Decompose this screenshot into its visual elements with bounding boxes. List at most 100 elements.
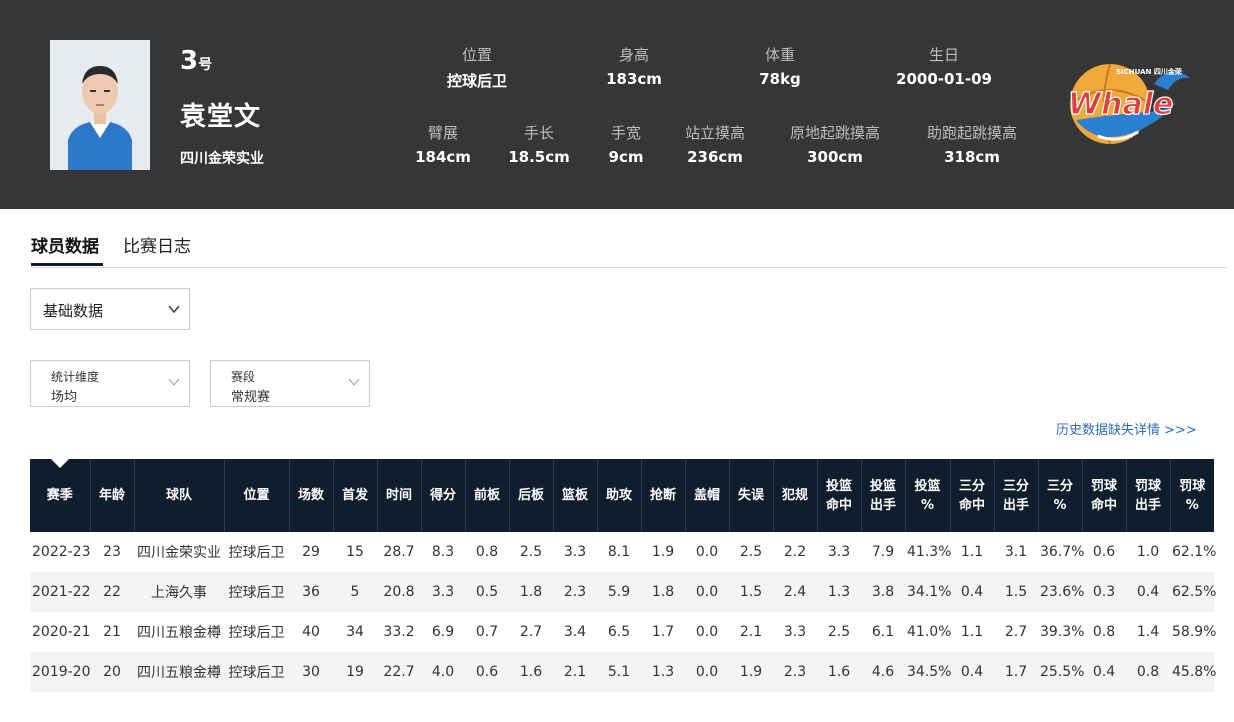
column-header[interactable]: 罚球%	[1170, 459, 1214, 532]
column-header[interactable]: 年龄	[90, 459, 135, 532]
table-cell: 3.3	[421, 572, 465, 612]
stat-standing-reach: 站立摸高 236cm	[684, 124, 746, 166]
history-data-link[interactable]: 历史数据缺失详情 >>>	[1056, 423, 1197, 438]
table-cell: 0.0	[685, 652, 729, 692]
table-cell: 8.1	[607, 544, 631, 560]
table-cell: 3.3	[783, 624, 807, 640]
table-cell: 控球后卫	[228, 545, 285, 561]
table-cell: 2.2	[783, 544, 807, 560]
filter-label: 统计维度	[51, 370, 100, 384]
table-cell: 45.8%	[1170, 652, 1216, 692]
table-cell: 1.8	[509, 572, 553, 612]
table-cell: 0.0	[695, 544, 719, 560]
column-header[interactable]: 抢断	[641, 459, 686, 532]
filter-season-stage[interactable]: 赛段 常规赛	[210, 360, 370, 407]
column-header-label: 场数	[297, 488, 324, 503]
column-header[interactable]: 前板	[465, 459, 510, 532]
data-type-select[interactable]: 基础数据	[30, 288, 190, 330]
column-header[interactable]: 篮板	[553, 459, 598, 532]
table-row: 2020-21 21 四川五粮金樽 控球后卫 40 34 33.2 6.9 0.7 2.7 3.4 6…	[30, 612, 1216, 652]
player-team: 四川金荣实业	[180, 151, 264, 167]
column-header[interactable]: 盖帽	[685, 459, 730, 532]
filter-stat-dimension[interactable]: 统计维度 场均	[30, 360, 190, 407]
stat-standing-vertical: 原地起跳摸高 300cm	[789, 124, 881, 166]
table-cell: 5	[333, 572, 377, 612]
column-header-label: 三分	[958, 478, 985, 494]
column-header[interactable]: 犯规	[773, 459, 818, 532]
column-header-label: 前板	[473, 488, 500, 503]
table-cell: 0.8	[1092, 624, 1116, 640]
column-header[interactable]: 投篮 出手	[861, 459, 906, 532]
table-cell: 4.0	[421, 652, 465, 692]
table-cell: 1.5	[729, 572, 773, 612]
chevron-down-icon	[168, 378, 180, 386]
table-cell: 1.3	[817, 572, 861, 612]
tab-player-stats[interactable]: 球员数据	[31, 237, 99, 257]
column-header-label: 命中	[1090, 497, 1117, 513]
table-cell: 41.0%	[907, 624, 952, 640]
chevron-down-icon	[348, 378, 360, 386]
table-cell: 1.6	[817, 652, 861, 692]
table-cell: 25.5%	[1038, 652, 1084, 692]
tab-game-log[interactable]: 比赛日志	[123, 237, 191, 257]
column-header-label: 投篮	[914, 478, 941, 494]
table-cell: 3.4	[563, 624, 587, 640]
column-header[interactable]: 位置	[224, 459, 290, 532]
table-cell: 7.9	[871, 544, 895, 560]
player-banner: 3号 袁堂文 四川金荣实业 位置 控球后卫 身高 183cm 体重 78kg 生日 20…	[0, 0, 1234, 209]
column-header[interactable]: 场数	[289, 459, 334, 532]
column-header[interactable]: 三分 命中	[950, 459, 995, 532]
table-body: 2022-23 23 四川金荣实业 控球后卫 29 15 28.7 8.3 0.8 2.5 3.3 8…	[30, 532, 1216, 692]
stat-birthday: 生日 2000-01-09	[896, 46, 992, 88]
tabs-divider	[30, 267, 1228, 268]
table-cell: 0.4	[950, 652, 994, 692]
column-header-label: 抢断	[649, 488, 676, 503]
table-cell: 22	[90, 572, 134, 612]
column-header[interactable]: 投篮 命中	[817, 459, 862, 532]
table-cell: 28.7	[383, 544, 415, 560]
table-cell: 四川五粮金樽	[137, 625, 221, 641]
column-header-label: 时间	[385, 488, 412, 503]
table-cell: 1.8	[641, 572, 685, 612]
table-cell: 2.5	[739, 544, 763, 560]
stats-table: 赛季 年龄 球队 位置 场数 首发 时间 得分 前板 后板 篮板 助攻 抢断 盖帽 失误 犯规 投篮 命中 投篮 出手…	[30, 459, 1216, 692]
chevron-down-icon	[168, 305, 180, 314]
column-header[interactable]: 罚球 命中	[1082, 459, 1127, 532]
table-cell: 1.4	[1136, 624, 1160, 640]
column-header-label: 盖帽	[693, 488, 720, 503]
column-header[interactable]: 球队	[134, 459, 225, 532]
table-cell: 3.3	[563, 544, 587, 560]
table-cell: 40	[302, 624, 320, 640]
column-header-label: 球队	[165, 488, 192, 503]
table-cell: 0.6	[1092, 544, 1116, 560]
table-cell: 3.1	[1004, 544, 1028, 560]
table-cell: 2.3	[553, 572, 597, 612]
table-cell: 上海久事	[134, 572, 224, 612]
column-header[interactable]: 投篮%	[905, 459, 951, 532]
table-cell: 1.1	[960, 544, 984, 560]
stat-height: 身高 183cm	[606, 46, 662, 88]
column-header-label: 后板	[517, 488, 544, 503]
sort-caret-icon	[50, 459, 69, 468]
column-header[interactable]: 得分	[421, 459, 466, 532]
table-cell: 33.2	[383, 624, 415, 640]
column-header[interactable]: 时间	[377, 459, 422, 532]
table-cell: 34.1%	[905, 572, 951, 612]
column-header[interactable]: 助攻	[597, 459, 642, 532]
column-header[interactable]: 失误	[729, 459, 774, 532]
column-header-label: %	[920, 497, 935, 513]
column-header[interactable]: 罚球 出手	[1126, 459, 1171, 532]
column-header[interactable]: 赛季	[30, 459, 91, 532]
table-cell: 0.5	[465, 572, 509, 612]
column-header-label: 罚球	[1134, 478, 1161, 494]
table-cell: 0.6	[465, 652, 509, 692]
table-cell: 3.8	[861, 572, 905, 612]
table-cell: 5.1	[597, 652, 641, 692]
table-cell: 36	[289, 572, 333, 612]
column-header[interactable]: 首发	[333, 459, 378, 532]
player-photo	[50, 40, 150, 170]
column-header[interactable]: 后板	[509, 459, 554, 532]
column-header[interactable]: 三分%	[1038, 459, 1083, 532]
column-header-label: 助攻	[605, 488, 632, 503]
column-header[interactable]: 三分 出手	[994, 459, 1039, 532]
